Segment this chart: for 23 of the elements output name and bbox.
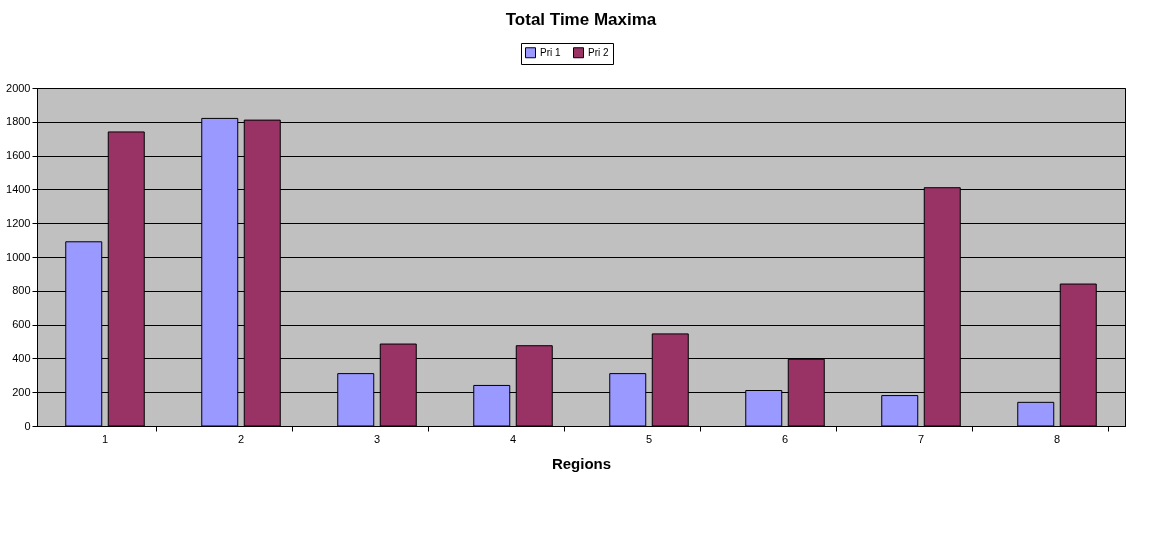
x-tick-label: 2 (237, 432, 245, 445)
x-tick-label: 5 (645, 432, 653, 445)
x-tick-label: 1 (101, 432, 109, 445)
y-tick-label: 1600 (6, 149, 31, 162)
y-tick-label: 0 (24, 419, 31, 432)
y-tick-label: 600 (12, 318, 31, 331)
x-tick-label: 6 (781, 432, 789, 445)
y-tick-label: 800 (12, 284, 31, 297)
chart-title: Total Time Maxima (505, 9, 657, 29)
y-tick-label: 400 (12, 351, 31, 364)
y-tick-label: 1000 (6, 250, 31, 263)
x-tick-label: 8 (1053, 432, 1061, 445)
x-tick-label: 4 (509, 432, 517, 445)
legend-label: Pri 2 (588, 46, 609, 58)
x-axis-title: Regions (551, 454, 612, 472)
x-tick-label: 3 (373, 432, 381, 445)
y-tick-label: 2000 (6, 81, 31, 94)
y-tick-label: 1400 (6, 182, 31, 195)
y-tick-label: 1200 (6, 216, 31, 229)
x-tick-label: 7 (917, 432, 925, 445)
y-tick-label: 200 (12, 385, 31, 398)
legend-label: Pri 1 (540, 46, 561, 58)
y-tick-label: 1800 (6, 115, 31, 128)
